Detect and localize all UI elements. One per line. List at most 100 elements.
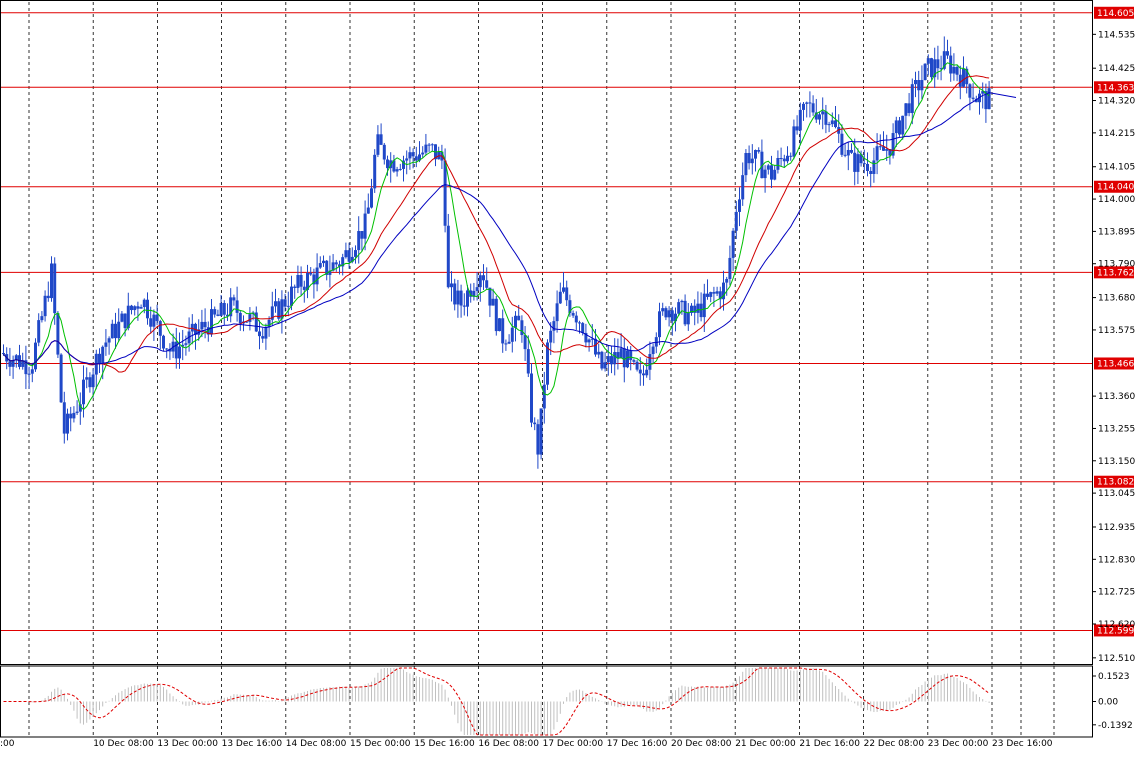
candle-body (82, 379, 85, 405)
oscillator-panel (3, 667, 990, 736)
candle-body (331, 262, 335, 271)
candle-body (114, 323, 117, 339)
candle-body (885, 149, 889, 151)
candle-body (773, 169, 777, 180)
candle-body (843, 154, 847, 156)
candle-body (325, 260, 329, 275)
candle-body (280, 299, 284, 319)
candle-body (955, 66, 959, 75)
candle-body (366, 207, 370, 214)
candle-body (904, 103, 908, 116)
candle-body (338, 264, 341, 267)
candle-body (590, 338, 594, 340)
candle-body (824, 111, 828, 125)
candle-body (645, 369, 649, 376)
candle-body (152, 314, 156, 327)
candle-body (312, 274, 316, 285)
candle-body (328, 270, 332, 275)
level-label: 114.040 (1094, 180, 1134, 193)
candle-body (373, 154, 377, 189)
candle-body (386, 159, 389, 169)
price-tick-label: 113.895 (1098, 227, 1135, 237)
candle-body (110, 323, 114, 339)
candle-body (475, 287, 479, 291)
candle-body (309, 272, 313, 275)
candle-body (101, 346, 105, 364)
candle-body (427, 144, 431, 146)
time-label: 13 Dec 00:00 (157, 739, 218, 749)
candle-body (750, 158, 754, 164)
candle-body (869, 170, 873, 174)
candle-body (398, 168, 402, 170)
candle-body (402, 160, 405, 169)
candle-body (334, 262, 338, 265)
level-label-bg (1094, 81, 1134, 94)
candle-body (894, 120, 898, 134)
candle-body (882, 146, 885, 151)
candle-body (930, 58, 933, 78)
candle-body (757, 149, 761, 152)
candle-body (536, 424, 540, 455)
price-tick-label: 113.575 (1098, 326, 1135, 336)
candle-body (424, 144, 428, 153)
price-tick-label: 112.510 (1098, 654, 1135, 664)
level-label-bg (1094, 357, 1134, 370)
candle-body (530, 373, 533, 423)
candle-body (466, 290, 469, 307)
candle-body (654, 337, 658, 347)
candle-body (674, 313, 677, 322)
candle-body (85, 377, 89, 380)
candle-body (744, 152, 748, 176)
candle-body (661, 308, 665, 312)
candle-body (715, 291, 719, 294)
price-tick-label: 113.360 (1098, 392, 1135, 402)
candle-body (203, 321, 207, 328)
candle-body (811, 103, 815, 113)
time-label: 21 Dec 16:00 (799, 739, 860, 749)
candle-body (763, 169, 767, 179)
candle-body (578, 322, 581, 324)
price-tick-label: 113.255 (1098, 424, 1135, 434)
candle-body (274, 301, 277, 307)
candle-body (782, 158, 786, 162)
candle-body (523, 335, 527, 350)
candle-body (792, 126, 796, 157)
candle-body (891, 133, 895, 156)
price-tick-label: 112.725 (1098, 588, 1135, 598)
candle-body (286, 305, 290, 307)
candle-body (622, 348, 626, 368)
candle-body (514, 315, 517, 328)
osc-tick-label: 0.00 (1098, 698, 1118, 708)
moving-averages (3, 62, 1017, 411)
candle-body (235, 300, 239, 313)
candle-body (987, 88, 991, 110)
candle-body (238, 312, 242, 324)
candle-body (139, 307, 143, 309)
candle-body (597, 351, 601, 355)
candle-body (443, 160, 447, 226)
candle-body (680, 300, 684, 303)
candle-body (859, 154, 863, 164)
candle-body (165, 348, 169, 350)
candle-body (91, 374, 95, 388)
candle-body (123, 313, 127, 329)
candle-body (776, 158, 780, 170)
candle-body (738, 199, 741, 212)
candle-body (363, 213, 367, 239)
candle-body (216, 314, 220, 316)
candle-body (856, 154, 860, 172)
candle-body (942, 51, 946, 69)
candle-body (395, 169, 399, 172)
main-plot-frame (0, 0, 1093, 665)
level-label-text: 114.605 (1097, 9, 1134, 19)
candle-body (53, 263, 57, 314)
candle-body (344, 250, 348, 258)
candle-body (462, 305, 466, 307)
candle-body (472, 290, 476, 297)
candle-body (184, 343, 188, 345)
candle-body (72, 412, 76, 419)
candle-body (43, 295, 47, 317)
candle-body (267, 319, 271, 328)
